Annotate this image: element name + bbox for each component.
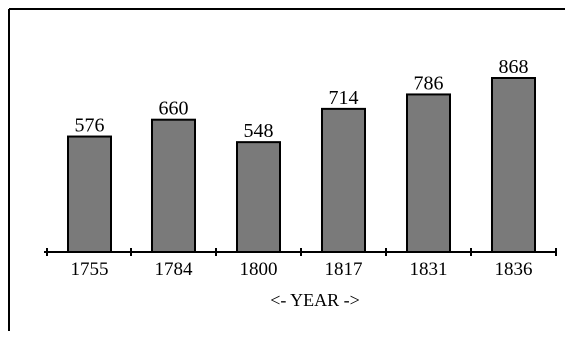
tick-labels-group: 1755 1784 1800 1817 1831 1836 [71,259,533,280]
value-label-1755: 576 [75,115,105,137]
value-label-1800: 548 [244,120,274,142]
bar-1836 [491,77,536,253]
tick-label-1755: 1755 [71,259,109,280]
tick-label-1800: 1800 [240,259,278,280]
tick-label-1836: 1836 [495,259,533,280]
x-axis-group [44,248,557,256]
bar-1755 [67,135,112,253]
value-labels-group: 576 660 548 714 786 868 [75,56,529,142]
bar-1817 [321,107,366,253]
x-axis-title: <- YEAR -> [270,290,360,310]
value-label-1817: 714 [329,87,359,109]
tick-label-1784: 1784 [155,259,194,280]
tick-label-1817: 1817 [325,259,363,280]
bar-1831 [406,93,451,253]
bar-1784 [151,118,196,254]
bars-group [67,77,536,254]
tick-label-1831: 1831 [410,259,448,280]
value-label-1831: 786 [414,72,444,94]
value-label-1784: 660 [159,98,189,120]
value-label-1836: 868 [499,56,529,78]
bar-1800 [236,141,281,253]
chart-frame-group [8,8,565,331]
